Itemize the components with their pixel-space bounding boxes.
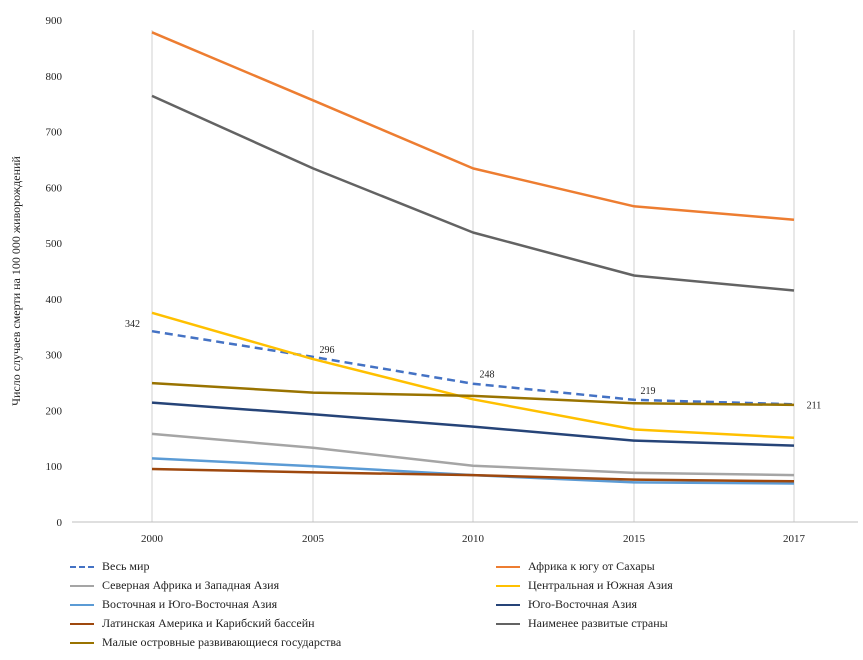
data-labels: 342 296 248 219 211: [125, 319, 821, 411]
legend-label: Латинская Америка и Карибский бассейн: [102, 616, 315, 630]
legend-item: Восточная и Юго-Восточная Азия: [70, 597, 277, 612]
line-chart: 0 100 200 300 400 500 600 700 800 900 2000 2005 201…: [9, 15, 858, 545]
legend-label: Весь мир: [102, 559, 150, 573]
legend-item: Наименее развитые страны: [496, 616, 668, 631]
series-line: [151, 311, 795, 440]
y-tick-label: 500: [46, 238, 63, 250]
series-line: [151, 329, 795, 406]
series-line: [151, 401, 795, 447]
data-label: 248: [480, 370, 495, 381]
legend-label: Наименее развитые страны: [528, 616, 668, 630]
y-tick-label: 400: [46, 294, 63, 306]
legend-swatch: [496, 584, 520, 587]
data-label: 211: [807, 400, 822, 411]
legend-label: Юго-Восточная Азия: [528, 597, 638, 611]
legend-item: Центральная и Южная Азия: [496, 578, 673, 593]
grid-lines: [151, 30, 795, 522]
legend-item: Африка к югу от Сахары: [496, 559, 655, 574]
legend-swatch: [496, 622, 520, 625]
x-tick-label: 2010: [462, 533, 485, 545]
x-tick-label: 2005: [302, 533, 325, 545]
legend-label: Африка к югу от Сахары: [528, 559, 655, 573]
legend-swatch: [496, 565, 520, 568]
legend-swatch: [496, 603, 520, 606]
legend-swatch: [70, 622, 94, 625]
legend-swatch: [70, 641, 94, 644]
x-axis: 2000 2005 2010 2015 2017: [72, 521, 858, 545]
legend-item: Юго-Восточная Азия: [496, 597, 637, 612]
y-axis: 0 100 200 300 400 500 600 700 800 900: [46, 15, 63, 529]
data-label: 219: [641, 386, 656, 397]
legend-item: Весь мир: [70, 559, 149, 574]
x-tick-label: 2017: [783, 533, 806, 545]
legend-label: Северная Африка и Западная Азия: [102, 578, 280, 592]
data-label: 342: [125, 319, 140, 330]
data-label: 296: [320, 345, 335, 356]
legend-item: Латинская Америка и Карибский бассейн: [70, 616, 315, 631]
x-tick-label: 2015: [623, 533, 646, 545]
legend-item: Северная Африка и Западная Азия: [70, 578, 279, 593]
legend-swatch: [70, 603, 94, 606]
y-axis-label: Число случаев смерти на 100 000 живорожд…: [9, 156, 23, 406]
legend-label: Центральная и Южная Азия: [528, 578, 673, 592]
y-tick-label: 100: [46, 461, 63, 473]
y-tick-label: 800: [46, 71, 63, 83]
series-line: [151, 467, 795, 483]
x-tick-label: 2000: [141, 533, 164, 545]
series-line: [151, 381, 795, 407]
series-line: [151, 31, 795, 221]
series-line: [151, 432, 795, 477]
legend-label: Малые островные развивающиеся государств…: [102, 635, 342, 649]
legend-item: Малые островные развивающиеся государств…: [70, 635, 341, 650]
legend-swatch: [70, 584, 94, 587]
legend-swatch: [70, 565, 94, 568]
y-tick-label: 600: [46, 182, 63, 194]
y-tick-label: 0: [57, 517, 63, 529]
series-lines: [151, 31, 795, 485]
y-tick-label: 200: [46, 405, 63, 417]
series-line: [151, 94, 795, 292]
y-tick-label: 900: [46, 15, 63, 27]
legend-label: Восточная и Юго-Восточная Азия: [102, 597, 278, 611]
y-tick-label: 300: [46, 350, 63, 362]
y-tick-label: 700: [46, 127, 63, 139]
